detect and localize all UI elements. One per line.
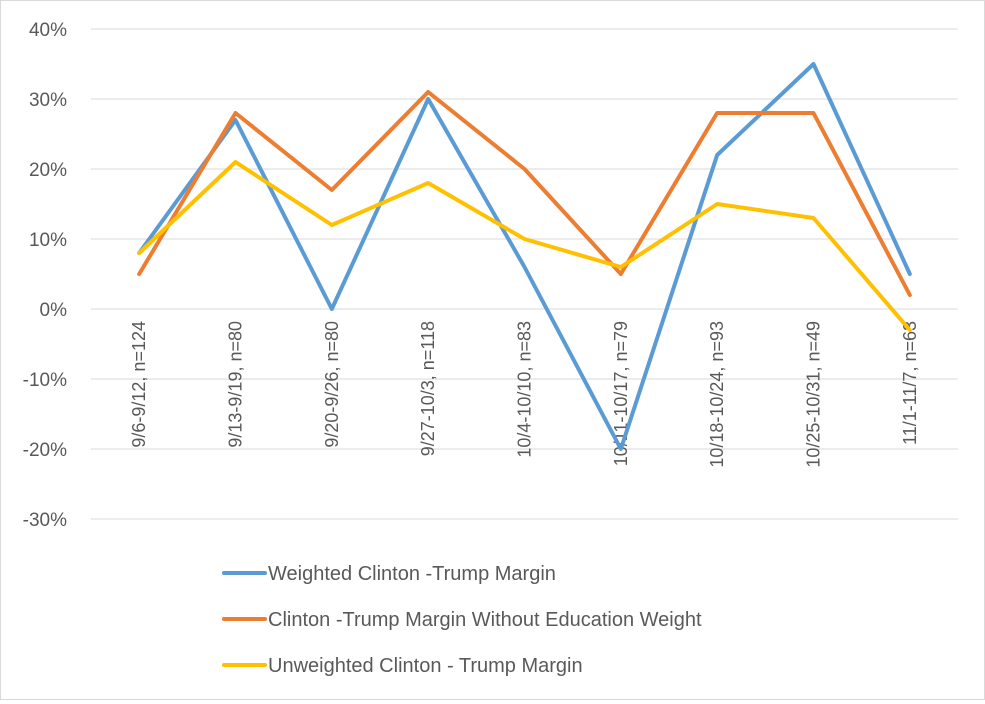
y-axis-tick-labels: 40% 30% 20% 10% 0% -10% -20% -30%	[23, 20, 67, 531]
y-tick-label: 40%	[29, 20, 67, 41]
series-line-3	[139, 162, 910, 330]
y-tick-label: 30%	[29, 90, 67, 111]
legend: Weighted Clinton -Trump Margin Clinton -T…	[224, 563, 702, 677]
x-tick-label: 9/27-10/3, n=118	[418, 321, 438, 456]
x-tick-label: 9/6-9/12, n=124	[129, 321, 149, 448]
y-tick-label: 0%	[40, 300, 68, 321]
y-tick-label: -20%	[23, 440, 67, 461]
x-tick-label: 10/4-10/10, n=83	[515, 321, 535, 458]
x-tick-label: 9/20-9/26, n=80	[322, 321, 342, 448]
x-tick-label: 10/25-10/31, n=49	[804, 321, 824, 468]
legend-label: Unweighted Clinton - Trump Margin	[268, 655, 583, 677]
x-tick-label: 11/1-11/7, n=63	[900, 321, 920, 445]
legend-label: Clinton -Trump Margin Without Education …	[268, 609, 702, 631]
y-tick-label: -30%	[23, 510, 67, 531]
y-tick-label: 10%	[29, 230, 67, 251]
y-tick-label: -10%	[23, 370, 67, 391]
y-tick-label: 20%	[29, 160, 67, 181]
x-axis-tick-labels: 9/6-9/12, n=124 9/13-9/19, n=80 9/20-9/26,…	[129, 321, 920, 468]
x-tick-label: 10/18-10/24, n=93	[707, 321, 727, 468]
legend-label: Weighted Clinton -Trump Margin	[268, 563, 556, 585]
x-tick-label: 9/13-9/19, n=80	[226, 321, 246, 448]
